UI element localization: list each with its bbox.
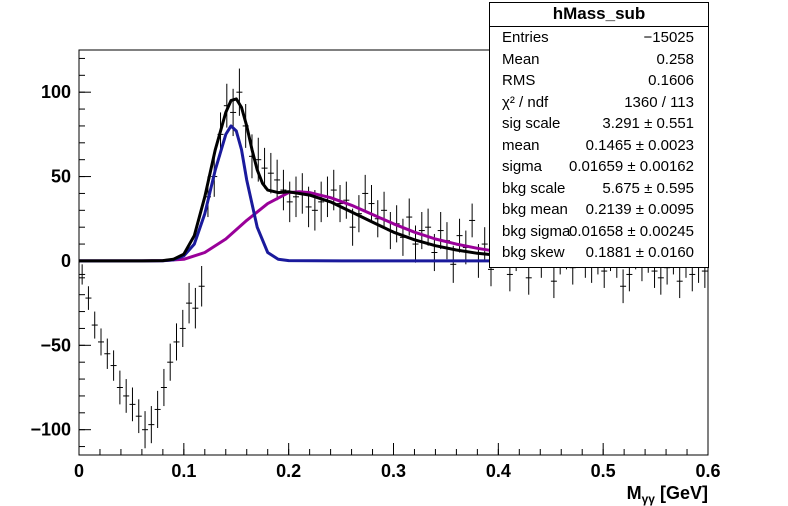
stats-value: 0.2139 ± 0.0095 xyxy=(585,201,694,218)
stats-value: 0.1606 xyxy=(648,72,694,89)
y-tick-label: 100 xyxy=(41,82,71,102)
data-point xyxy=(337,185,344,223)
x-tick-label: 0.1 xyxy=(171,461,196,481)
stats-row: sigma 0.01659 ± 0.00162 xyxy=(490,156,708,178)
x-tick-label: 0 xyxy=(74,461,84,481)
data-point xyxy=(123,379,130,413)
data-point xyxy=(286,181,293,223)
x-tick-label: 0.2 xyxy=(276,461,301,481)
data-point xyxy=(469,203,476,238)
stats-row: mean 0.1465 ± 0.0023 xyxy=(490,135,708,157)
stats-rows: Entries −15025 Mean 0.258 RMS 0.1606 χ² / ndf 1… xyxy=(490,27,708,264)
stats-row: χ² / ndf 1360 / 113 xyxy=(490,92,708,114)
stats-key: bkg sigma xyxy=(502,222,571,240)
data-point xyxy=(362,174,369,212)
stats-value: 5.675 ± 0.595 xyxy=(602,179,694,197)
data-point xyxy=(129,387,136,422)
stats-value: 0.01658 ± 0.00245 xyxy=(568,222,694,240)
data-point xyxy=(318,181,325,223)
stats-key: bkg scale xyxy=(502,179,566,197)
stats-key: Entries xyxy=(502,29,549,46)
data-point xyxy=(85,286,92,310)
data-point xyxy=(186,282,193,324)
stats-row: Mean 0.258 xyxy=(490,49,708,71)
data-point xyxy=(148,406,155,444)
data-point xyxy=(110,350,117,381)
stats-row: bkg skew 0.1881 ± 0.0160 xyxy=(490,242,708,264)
stats-value: 0.1881 ± 0.0160 xyxy=(585,244,694,261)
stats-row: bkg mean 0.2139 ± 0.0095 xyxy=(490,199,708,221)
stats-value: 0.1465 ± 0.0023 xyxy=(585,136,694,154)
y-tick-label: 50 xyxy=(51,167,71,187)
data-point xyxy=(267,152,274,194)
stats-row: Entries −15025 xyxy=(490,27,708,49)
data-point xyxy=(173,323,180,361)
data-point xyxy=(293,176,300,218)
data-point xyxy=(160,368,167,407)
data-point xyxy=(425,208,432,246)
stats-key: sig scale xyxy=(502,115,561,132)
data-point xyxy=(154,390,161,428)
stats-value: −15025 xyxy=(643,29,694,46)
data-point xyxy=(236,68,243,116)
data-point xyxy=(456,218,463,253)
data-point xyxy=(368,185,375,223)
stats-key: χ² / ndf xyxy=(502,93,549,111)
x-tick-label: 0.3 xyxy=(381,461,406,481)
stats-key: mean xyxy=(502,136,540,154)
data-point xyxy=(142,411,149,449)
stats-key: RMS xyxy=(502,72,536,89)
stats-value: 0.258 xyxy=(656,50,694,68)
stats-key: Mean xyxy=(502,50,540,68)
stats-row: RMS 0.1606 xyxy=(490,70,708,92)
data-point xyxy=(280,169,287,211)
data-point xyxy=(261,147,268,189)
x-tick-label: 0.6 xyxy=(695,461,720,481)
data-point xyxy=(192,287,199,329)
stats-row: bkg scale 5.675 ± 0.595 xyxy=(490,178,708,200)
data-point xyxy=(676,264,683,299)
data-point xyxy=(179,309,186,347)
stats-value: 3.291 ± 0.551 xyxy=(602,115,694,132)
data-point xyxy=(381,191,388,229)
data-point xyxy=(116,370,123,405)
data-point xyxy=(167,343,174,381)
stats-box: hMass_sub Entries −15025 Mean 0.258 RMS 0.160… xyxy=(489,2,709,268)
x-tick-label: 0.5 xyxy=(591,461,616,481)
x-axis-title: Mγγ [GeV] xyxy=(627,483,708,506)
data-point xyxy=(135,399,142,434)
data-point xyxy=(550,264,557,299)
data-point xyxy=(481,227,488,261)
data-point xyxy=(343,181,350,219)
x-tick-label: 0.4 xyxy=(486,461,511,481)
y-tick-label: −50 xyxy=(40,335,71,355)
data-point xyxy=(198,266,205,307)
stats-key: bkg skew xyxy=(502,244,565,261)
data-point xyxy=(91,311,98,339)
data-point xyxy=(79,264,86,285)
stats-value: 1360 / 113 xyxy=(624,93,694,111)
stats-title: hMass_sub xyxy=(490,3,708,27)
axes: 0 0.1 0.2 0.3 0.4 0.5 0.6 −100 −50 0 50 100 xyxy=(30,57,721,481)
data-point xyxy=(98,328,105,356)
stats-key: sigma xyxy=(502,158,543,175)
stats-value: 0.01659 ± 0.00162 xyxy=(568,158,694,175)
data-point xyxy=(274,159,281,201)
stats-row: sig scale 3.291 ± 0.551 xyxy=(490,113,708,135)
stats-key: bkg mean xyxy=(502,201,568,218)
y-tick-label: −100 xyxy=(30,420,71,440)
data-point xyxy=(349,208,356,246)
data-point xyxy=(437,212,444,250)
data-point xyxy=(104,338,111,369)
data-point xyxy=(450,245,457,283)
y-tick-label: 0 xyxy=(61,251,71,271)
data-point xyxy=(620,269,627,304)
stats-row: bkg sigma 0.01658 ± 0.00245 xyxy=(490,221,708,243)
